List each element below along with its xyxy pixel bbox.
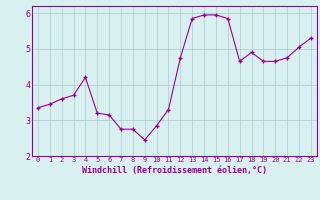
X-axis label: Windchill (Refroidissement éolien,°C): Windchill (Refroidissement éolien,°C): [82, 166, 267, 175]
